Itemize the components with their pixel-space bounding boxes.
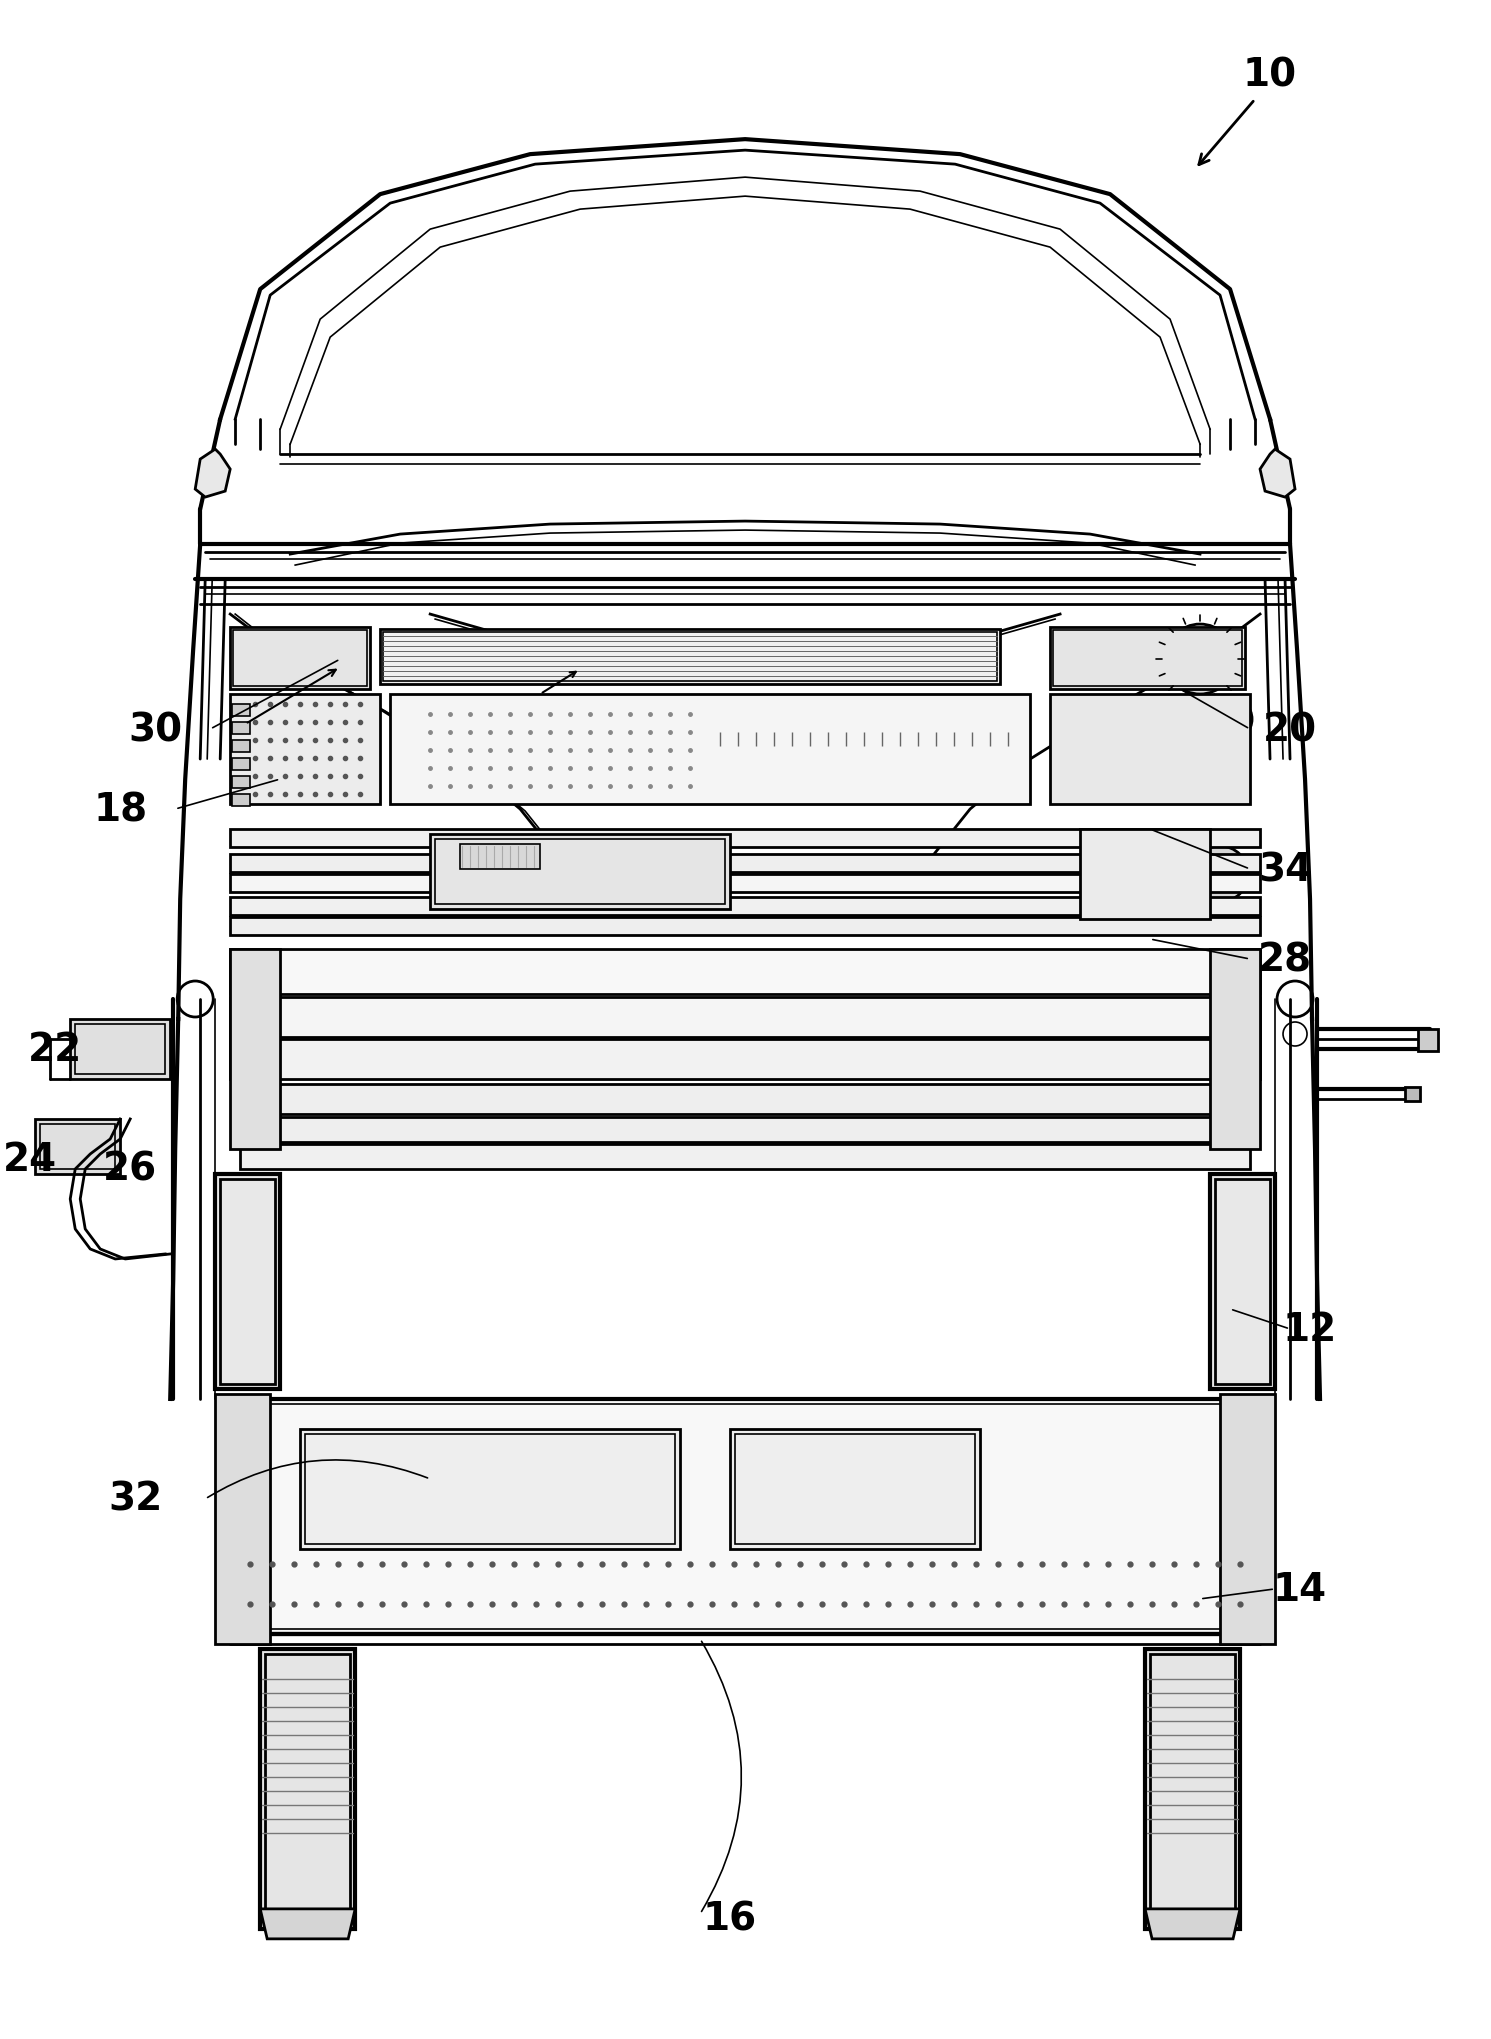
Bar (215, 1174, 280, 1389)
Bar (230, 1040, 1260, 1079)
Bar (1215, 1179, 1270, 1384)
Circle shape (1150, 720, 1211, 779)
Text: 30: 30 (128, 712, 182, 748)
Bar (240, 1117, 1249, 1142)
Text: 34: 34 (1258, 850, 1312, 889)
Bar (230, 695, 380, 805)
Bar (380, 630, 1000, 685)
Bar (233, 630, 367, 687)
Bar (233, 740, 250, 752)
Bar (236, 1405, 1255, 1629)
Text: 24: 24 (3, 1140, 57, 1179)
Bar (265, 1654, 350, 1925)
Bar (1079, 830, 1211, 920)
Bar (240, 1085, 1249, 1115)
Bar (230, 918, 1260, 936)
Bar (230, 830, 1260, 848)
Bar (1150, 1654, 1235, 1925)
Text: 12: 12 (1282, 1311, 1337, 1348)
Bar (731, 1429, 980, 1550)
Bar (306, 1433, 675, 1544)
Bar (230, 1399, 1260, 1633)
Bar (230, 997, 1260, 1038)
Polygon shape (1260, 451, 1296, 498)
Bar (1405, 1087, 1419, 1101)
Ellipse shape (550, 1474, 610, 1505)
Bar (233, 795, 250, 807)
Bar (261, 1650, 355, 1929)
Text: 22: 22 (28, 1030, 82, 1068)
Bar (215, 1395, 270, 1643)
Text: 32: 32 (107, 1480, 163, 1519)
Bar (383, 632, 997, 681)
Bar (1211, 950, 1260, 1150)
Bar (431, 834, 731, 909)
Polygon shape (261, 1909, 355, 1939)
Bar (1050, 695, 1249, 805)
Circle shape (1191, 846, 1248, 903)
Text: 16: 16 (704, 1900, 757, 1937)
Bar (435, 840, 725, 905)
Bar (230, 897, 1260, 916)
Bar (240, 1144, 1249, 1170)
Polygon shape (195, 451, 230, 498)
Bar (70, 1020, 170, 1079)
Bar (300, 1429, 680, 1550)
Text: 18: 18 (92, 791, 148, 828)
Bar (1211, 1174, 1275, 1389)
Bar (735, 1433, 975, 1544)
Bar (230, 950, 1260, 995)
Bar (1220, 1395, 1275, 1643)
Bar (1053, 630, 1242, 687)
Bar (233, 705, 250, 716)
Bar (230, 628, 370, 689)
Text: 26: 26 (103, 1150, 157, 1189)
Text: 14: 14 (1273, 1570, 1327, 1609)
Bar (230, 854, 1260, 873)
Text: 20: 20 (1263, 712, 1317, 748)
Bar (1145, 1650, 1241, 1929)
Text: 28: 28 (1258, 940, 1312, 979)
Circle shape (1164, 624, 1235, 695)
Polygon shape (1145, 1909, 1241, 1939)
Bar (75, 1024, 166, 1075)
Bar (233, 722, 250, 734)
Bar (1418, 1030, 1437, 1052)
Bar (233, 759, 250, 771)
Bar (36, 1119, 121, 1174)
Text: 10: 10 (1243, 57, 1297, 94)
Bar (230, 950, 280, 1150)
Bar (233, 777, 250, 789)
Bar (391, 695, 1030, 805)
Bar (461, 844, 540, 869)
Bar (40, 1123, 115, 1170)
Bar (221, 1179, 276, 1384)
Bar (230, 875, 1260, 893)
Bar (1050, 628, 1245, 689)
